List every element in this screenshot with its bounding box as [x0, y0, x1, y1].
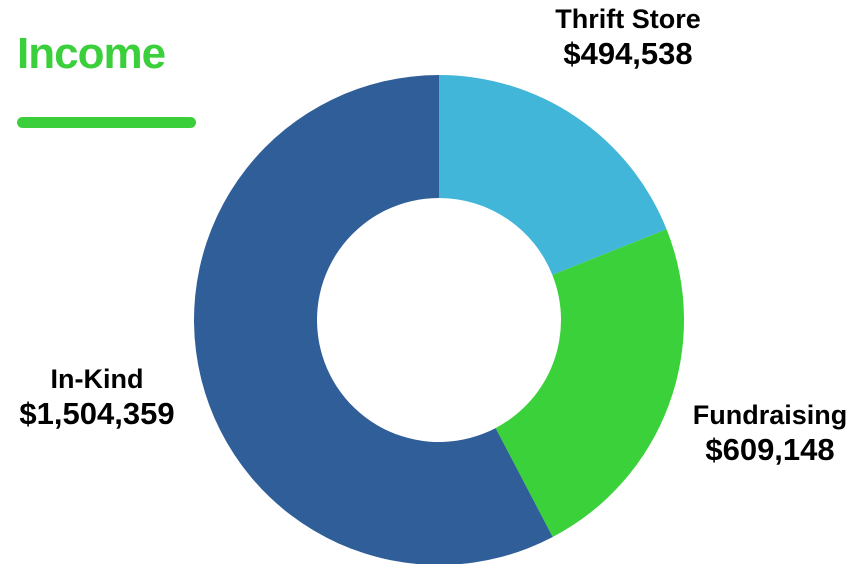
slice-value-thrift-store: $494,538: [563, 35, 693, 71]
slice-value-in-kind: $1,504,359: [19, 395, 175, 431]
slice-name-fundraising: Fundraising: [692, 400, 848, 430]
slice-value-fundraising: $609,148: [705, 431, 835, 467]
chart-title: Income: [17, 29, 166, 78]
donut-slice-thrift-store: [439, 75, 667, 275]
label-fundraising: Fundraising $609,148: [672, 400, 868, 468]
donut-slice-in-kind: [194, 75, 553, 564]
title-underline: [17, 117, 196, 128]
slice-name-thrift-store: Thrift Store: [555, 4, 701, 34]
label-thrift-store: Thrift Store $494,538: [510, 4, 746, 72]
label-in-kind: In-Kind $1,504,359: [0, 364, 194, 432]
donut-slice-fundraising: [495, 229, 684, 538]
slice-name-in-kind: In-Kind: [50, 364, 144, 394]
